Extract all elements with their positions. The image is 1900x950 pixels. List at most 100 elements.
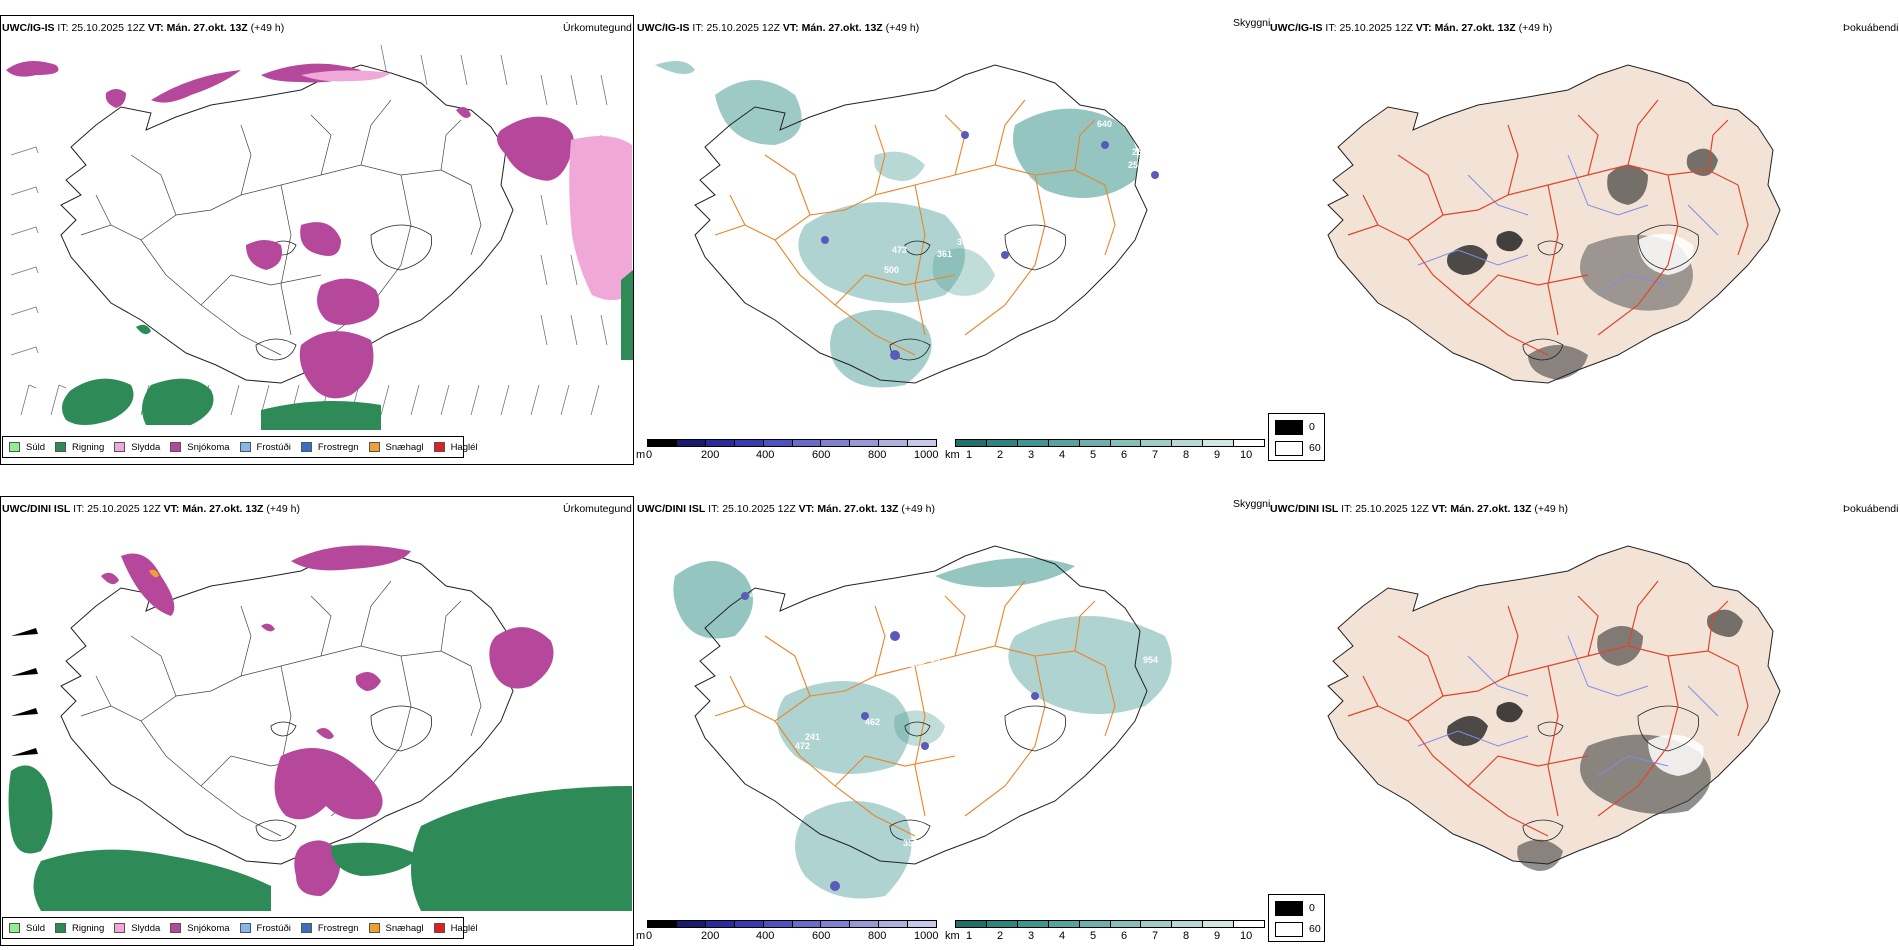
legend-item: Haglél xyxy=(433,442,478,453)
legend-item: Frostregn xyxy=(300,441,359,453)
vt-value: Mán. 27.okt. 13Z xyxy=(801,22,883,34)
legend-item: Rigning xyxy=(55,923,104,934)
low-ceiling-spots xyxy=(821,131,1159,360)
model-name: UWC/IG-IS xyxy=(1270,22,1323,34)
vt-label: VT: xyxy=(798,503,815,515)
it-label: IT: xyxy=(73,503,85,515)
legend-label: Snjókoma xyxy=(187,441,230,453)
precip-type-map[interactable] xyxy=(1,516,633,911)
ceiling-unit: m xyxy=(636,449,646,461)
legend-item: Slydda xyxy=(114,923,160,934)
legend-swatch xyxy=(368,442,380,452)
visibility-tick: 1 xyxy=(966,449,973,461)
elevation-label: 359 xyxy=(903,838,918,848)
legend-item: Frostregn xyxy=(300,922,359,934)
elevation-label: 954 xyxy=(1143,655,1158,665)
visibility-tick: 2 xyxy=(997,449,1004,461)
legend-swatch xyxy=(239,923,251,933)
visibility-tick: 5 xyxy=(1090,449,1097,461)
panel-header: UWC/IG-IS IT: 25.10.2025 12Z VT: Mán. 27… xyxy=(2,22,284,34)
vt-label: VT: xyxy=(163,503,180,515)
it-label: IT: xyxy=(708,503,720,515)
ceiling-tick: 600 xyxy=(812,449,831,461)
elevation-label: 399 xyxy=(925,654,940,664)
legend-swatch xyxy=(239,442,251,452)
elevation-label: 366 xyxy=(939,355,954,365)
visibility-tick: 1 xyxy=(966,930,973,942)
legend-item: Snjókoma xyxy=(170,441,230,453)
elevation-label: 250 xyxy=(1132,147,1147,157)
legend-swatch xyxy=(9,923,20,933)
it-value: 25.10.2025 12Z xyxy=(1355,503,1429,515)
elevation-labels: 421 954 238 399 278 299 462 485 241 472 … xyxy=(750,590,1158,882)
elevation-label: 472 xyxy=(795,741,810,751)
elevation-label: 462 xyxy=(865,717,880,727)
lead-time: (+49 h) xyxy=(901,503,935,515)
visibility-map[interactable]: 421 954 238 399 278 299 462 485 241 472 … xyxy=(635,516,1267,911)
legend-label: Snæhagl xyxy=(385,441,424,453)
legend-label: Snjókoma xyxy=(187,922,230,934)
precip-type-map[interactable] xyxy=(1,35,633,430)
it-value: 25.10.2025 12Z xyxy=(71,22,145,34)
ceiling-tick: 800 xyxy=(868,449,887,461)
fog-swatch xyxy=(1275,420,1303,435)
lead-time: (+49 h) xyxy=(1518,22,1553,34)
ceiling-tick: 800 xyxy=(868,930,887,942)
precip-sleet xyxy=(301,70,632,300)
legend-label: Frostregn xyxy=(317,441,359,453)
visibility-tick: 10 xyxy=(1240,449,1253,461)
visibility-unit: km xyxy=(945,930,960,942)
elevation-label: 367 xyxy=(940,759,955,769)
lead-time: (+49 h) xyxy=(885,22,920,34)
visibility-tick: 8 xyxy=(1183,930,1190,942)
elevation-labels: 640 250 252 301 184 545 473 361 396 500 … xyxy=(884,119,1213,388)
legend-item: Súld xyxy=(9,923,45,934)
ceiling-tick: 200 xyxy=(701,930,720,942)
legend-swatch xyxy=(433,442,445,452)
it-label: IT: xyxy=(57,22,69,34)
visibility-tick: 5 xyxy=(1090,930,1097,942)
panel-title: Þokuábendi xyxy=(1843,22,1899,34)
fog-index-map[interactable] xyxy=(1268,516,1900,911)
low-ceiling-spots xyxy=(741,592,1039,891)
legend-item: Snjókoma xyxy=(170,922,230,934)
ceiling-colorbar xyxy=(647,439,937,447)
elevation-label: 407 xyxy=(957,344,972,354)
legend-swatch xyxy=(55,442,67,452)
fog-swatch xyxy=(1275,441,1303,456)
visibility-tick: 7 xyxy=(1152,930,1159,942)
it-label: IT: xyxy=(692,22,704,34)
ceiling-tick: 1000 xyxy=(914,930,939,942)
it-label: IT: xyxy=(1325,22,1337,34)
legend-label: Slydda xyxy=(131,922,161,934)
model-name: UWC/DINI ISL xyxy=(637,503,706,515)
visibility-tick: 3 xyxy=(1028,449,1035,461)
visibility-tick: 9 xyxy=(1214,449,1221,461)
elevation-label: 241 xyxy=(805,732,820,742)
ceiling-tick: 400 xyxy=(756,930,775,942)
legend-swatch xyxy=(300,923,312,933)
legend-label: Rigning xyxy=(72,441,105,453)
legend-swatch xyxy=(368,923,380,933)
elevation-label: 500 xyxy=(884,265,899,275)
elevation-label: 485 xyxy=(945,711,960,721)
visibility-map[interactable]: 640 250 252 301 184 545 473 361 396 500 … xyxy=(635,35,1267,430)
visibility-colorbar xyxy=(955,439,1265,447)
elevation-label: 184 xyxy=(1192,179,1207,189)
legend-item: Slydda xyxy=(114,442,160,453)
visibility-tick: 10 xyxy=(1240,930,1253,942)
ceiling-tick: 200 xyxy=(701,449,720,461)
model-name: UWC/IG-IS xyxy=(637,22,690,34)
legend-item: Súld xyxy=(9,442,45,453)
fog-index-map[interactable] xyxy=(1268,35,1900,430)
ceiling-tick: 1000 xyxy=(914,449,939,461)
fog-label: 60 xyxy=(1309,442,1321,454)
ceiling-tick: 400 xyxy=(756,449,775,461)
fog-white-areas xyxy=(1648,734,1704,776)
elevation-label: 421 xyxy=(750,590,765,600)
panel-title: Úrkomutegund xyxy=(563,22,632,34)
vt-value: Mán. 27.okt. 13Z xyxy=(166,22,248,34)
legend-label: Frostregn xyxy=(317,922,359,934)
vt-label: VT: xyxy=(147,22,164,34)
elevation-label: 545 xyxy=(1198,199,1213,209)
